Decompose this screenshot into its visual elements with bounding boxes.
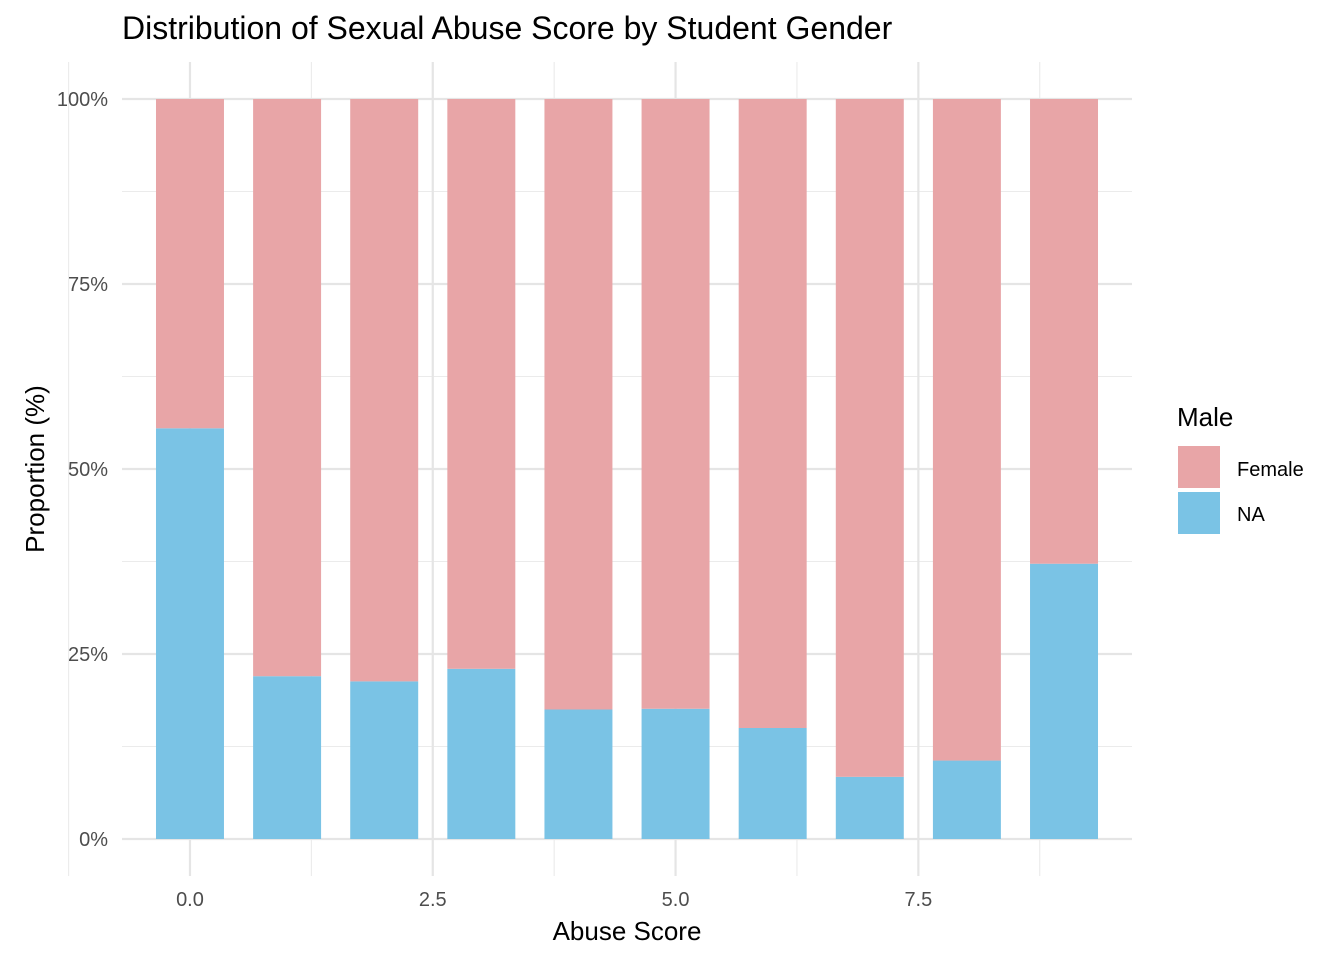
- bar-na-0: [155, 428, 224, 839]
- y-tick-label: 0%: [79, 829, 108, 851]
- bar-na-6: [738, 728, 807, 839]
- y-axis-ticks: 0% 25% 50% 75% 100%: [57, 89, 108, 851]
- y-tick-label: 100%: [57, 89, 108, 111]
- bars: [155, 99, 1099, 839]
- bar-na-3: [447, 668, 516, 839]
- y-tick-label: 75%: [68, 274, 108, 296]
- y-tick-label: 25%: [68, 644, 108, 666]
- x-tick-label: 7.5: [904, 889, 932, 911]
- bar-female-2: [350, 99, 419, 682]
- y-tick-label: 50%: [68, 459, 108, 481]
- bar-female-0: [155, 99, 224, 429]
- x-tick-label: 0.0: [176, 889, 204, 911]
- y-axis-title: Proportion (%): [20, 385, 50, 553]
- bar-female-6: [738, 99, 807, 728]
- bar-na-8: [932, 760, 1001, 839]
- bar-na-7: [835, 776, 904, 839]
- legend-label-na: NA: [1237, 504, 1265, 526]
- legend-swatch-na: [1178, 492, 1220, 534]
- bar-na-5: [641, 708, 710, 839]
- bar-na-4: [544, 709, 613, 839]
- bar-female-5: [641, 99, 710, 709]
- legend-label-female: Female: [1237, 459, 1304, 481]
- bar-female-8: [932, 99, 1001, 761]
- legend: Male Female NA: [1177, 402, 1304, 534]
- x-axis-title: Abuse Score: [553, 916, 702, 946]
- x-tick-label: 2.5: [419, 889, 447, 911]
- bar-female-9: [1030, 99, 1099, 564]
- bar-female-4: [544, 99, 613, 710]
- x-tick-label: 5.0: [662, 889, 690, 911]
- bar-female-7: [835, 99, 904, 777]
- bar-na-9: [1030, 563, 1099, 839]
- legend-title: Male: [1177, 402, 1233, 432]
- bar-female-1: [253, 99, 322, 677]
- x-axis-ticks: 0.0 2.5 5.0 7.5: [176, 889, 932, 911]
- chart-title: Distribution of Sexual Abuse Score by St…: [122, 10, 893, 46]
- bar-na-1: [253, 676, 322, 839]
- legend-swatch-female: [1178, 446, 1220, 488]
- bar-female-3: [447, 99, 516, 669]
- bar-na-2: [350, 681, 419, 839]
